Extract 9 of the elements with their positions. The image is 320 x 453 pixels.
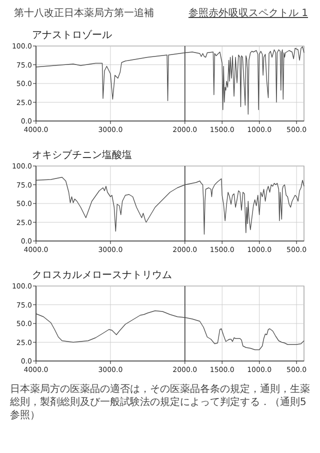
chart-title: アナストロゾール (32, 29, 112, 41)
line-series (36, 310, 304, 350)
text: 第十八改正日本薬局方第一追補 (14, 7, 154, 19)
chart-title: クロスカルメロースナトリウム (32, 270, 172, 281)
text: 日本薬局方の医薬品の適否は，その医薬品各条の規定，通則，生薬総則，製剤総則及び一般試験法の規定によって判定する．（通則5参照） (9, 383, 310, 421)
line-series (36, 46, 304, 115)
chart-title: オキシブチニン塩酸塩 (32, 149, 132, 161)
line-series (36, 176, 304, 235)
text: 参照赤外吸収スペクトル 1 (188, 7, 308, 19)
